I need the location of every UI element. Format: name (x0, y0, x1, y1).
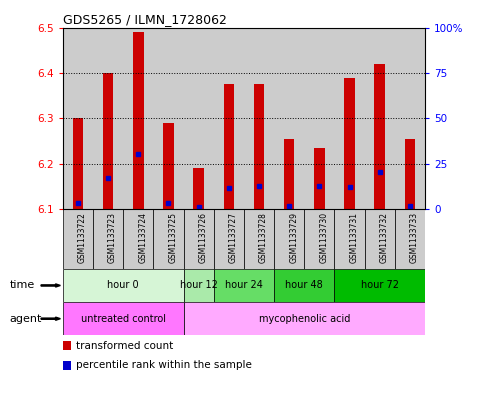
Bar (213, 209, 244, 269)
Bar (93, 28, 123, 209)
Bar (133, 32, 143, 209)
Text: hour 48: hour 48 (285, 281, 323, 290)
Bar (123, 28, 154, 209)
Text: time: time (10, 281, 35, 290)
Text: GSM1133728: GSM1133728 (259, 212, 268, 263)
Bar (184, 209, 213, 269)
Bar (154, 209, 184, 269)
Bar (184, 28, 213, 209)
Bar (304, 28, 334, 209)
Bar (184, 269, 213, 302)
Bar (154, 28, 184, 209)
Bar (274, 28, 304, 209)
Bar (314, 148, 325, 209)
Bar (213, 269, 274, 302)
Bar (93, 209, 123, 269)
Text: hour 0: hour 0 (107, 281, 139, 290)
Bar (395, 28, 425, 209)
Bar (63, 269, 184, 302)
Bar (365, 209, 395, 269)
Text: GSM1133723: GSM1133723 (108, 212, 117, 263)
Bar (344, 77, 355, 209)
Bar (284, 139, 295, 209)
Bar (304, 209, 334, 269)
Text: untreated control: untreated control (81, 314, 166, 324)
Bar (163, 123, 174, 209)
Text: GSM1133727: GSM1133727 (229, 212, 238, 263)
Bar (254, 84, 264, 209)
Bar (374, 64, 385, 209)
Bar (365, 28, 395, 209)
Bar (63, 28, 93, 209)
Text: GSM1133731: GSM1133731 (350, 212, 358, 263)
Bar (224, 84, 234, 209)
Bar (274, 269, 335, 302)
Text: GSM1133733: GSM1133733 (410, 212, 419, 263)
Text: GSM1133725: GSM1133725 (169, 212, 177, 263)
Bar (63, 302, 184, 335)
Text: transformed count: transformed count (76, 341, 173, 351)
Text: GSM1133724: GSM1133724 (138, 212, 147, 263)
Text: GSM1133726: GSM1133726 (199, 212, 208, 263)
Bar (63, 209, 93, 269)
Text: GSM1133722: GSM1133722 (78, 212, 87, 263)
Bar (274, 209, 304, 269)
Bar (334, 209, 365, 269)
Bar (123, 209, 154, 269)
Bar (103, 73, 114, 209)
Bar (193, 169, 204, 209)
Bar (405, 139, 415, 209)
Text: agent: agent (10, 314, 42, 324)
Text: hour 12: hour 12 (180, 281, 217, 290)
Bar (213, 28, 244, 209)
Text: GSM1133729: GSM1133729 (289, 212, 298, 263)
Text: GSM1133730: GSM1133730 (319, 212, 328, 263)
Bar (335, 269, 425, 302)
Bar (334, 28, 365, 209)
Text: mycophenolic acid: mycophenolic acid (258, 314, 350, 324)
Text: GSM1133732: GSM1133732 (380, 212, 389, 263)
Text: GDS5265 / ILMN_1728062: GDS5265 / ILMN_1728062 (63, 13, 227, 26)
Text: percentile rank within the sample: percentile rank within the sample (76, 360, 252, 370)
Bar (395, 209, 425, 269)
Text: hour 72: hour 72 (361, 281, 399, 290)
Bar (244, 28, 274, 209)
Text: hour 24: hour 24 (225, 281, 263, 290)
Bar (72, 118, 83, 209)
Bar (184, 302, 425, 335)
Bar (244, 209, 274, 269)
